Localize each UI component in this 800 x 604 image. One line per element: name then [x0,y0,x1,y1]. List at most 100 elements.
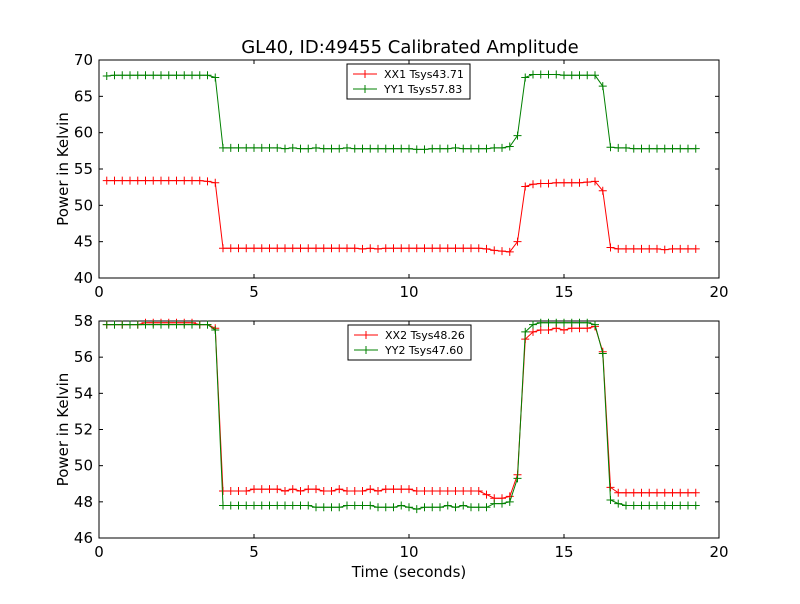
data-point [110,320,119,329]
data-point [350,244,359,253]
data-point [312,143,320,152]
data-point [219,486,227,495]
data-point [614,499,623,508]
data-point [513,131,522,140]
data-point [637,488,646,497]
data-point [436,503,444,512]
data-point [358,501,367,510]
data-point [567,71,576,80]
data-point [474,486,483,495]
data-point [110,71,119,80]
data-point [668,244,677,253]
data-point [622,488,630,497]
data-point [226,501,235,510]
data-point [250,501,258,510]
data-point [288,143,297,152]
data-point [381,144,390,153]
data-point [529,320,537,329]
data-point [281,244,289,253]
data-point [141,320,150,329]
data-point [327,244,336,253]
data-point [637,244,646,253]
data-point [536,179,545,188]
data-point [149,320,158,329]
data-point [172,71,181,80]
y-tick-label: 55 [74,160,93,178]
legend: XX1 Tsys43.71 YY1 Tsys57.83 [346,63,471,100]
data-point [288,244,297,253]
data-point [257,143,266,152]
data-point [529,327,537,336]
data-point [102,320,111,329]
data-point [250,244,258,253]
data-point [521,73,530,82]
data-point [296,244,305,253]
data-point [226,143,235,152]
data-point [358,486,367,495]
data-point [668,501,677,510]
data-point [164,71,173,80]
data-point [374,144,382,153]
data-point [133,320,142,329]
data-point [304,144,313,153]
data-point [428,244,437,253]
data-point [157,71,165,80]
data-point [637,501,646,510]
data-point [560,318,568,327]
data-point [343,244,351,253]
x-tick-label: 15 [554,283,573,301]
data-point [195,320,204,329]
data-point [412,244,421,253]
data-point [443,501,452,510]
figure-title: GL40, ID:49455 Calibrated Amplitude [241,37,579,58]
data-point [265,501,274,510]
data-point [459,486,468,495]
data-point [288,501,297,510]
data-point [676,501,685,510]
data-point [591,320,599,329]
y-tick-label: 60 [74,124,93,142]
data-point [513,474,522,483]
data-point [312,485,320,494]
data-point [141,176,150,185]
data-point [366,244,375,253]
data-point [443,144,452,153]
data-point [575,318,584,327]
data-point [281,501,289,510]
data-point [684,501,692,510]
data-point [381,244,390,253]
data-point [691,144,700,153]
data-point [312,244,320,253]
data-point [544,179,553,188]
x-axis-label: Time (seconds) [351,563,467,581]
data-point [319,144,328,153]
data-point [622,143,630,152]
data-point [436,144,444,153]
data-point [118,176,127,185]
data-point [397,501,406,510]
data-point [614,488,623,497]
data-point [436,486,444,495]
data-point [482,244,491,253]
data-point [660,245,669,254]
data-point [544,326,553,335]
data-point [428,503,437,512]
data-point [118,320,127,329]
data-point [374,244,382,253]
data-point [443,244,452,253]
data-point [498,499,506,508]
data-point [629,501,638,510]
data-point [482,490,491,499]
x-tick-label: 20 [709,283,728,301]
data-point [614,143,623,152]
data-point [598,349,607,358]
data-point [622,244,630,253]
data-point [505,497,514,506]
data-point [250,143,258,152]
data-point [474,144,483,153]
data-point [691,501,700,510]
data-point [691,244,700,253]
data-point [250,485,258,494]
data-point [281,486,289,495]
data-point [451,503,460,512]
